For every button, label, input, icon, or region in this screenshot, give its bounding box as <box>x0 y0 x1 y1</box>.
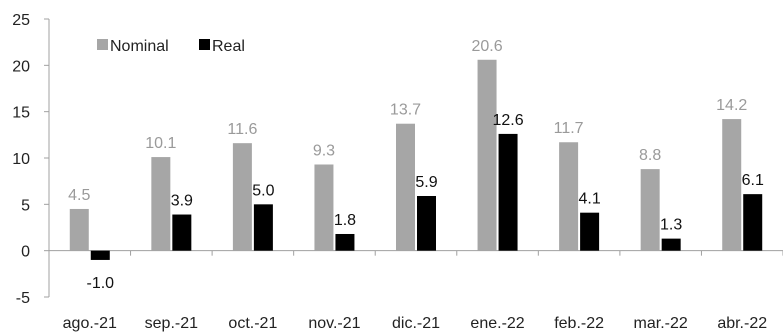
bar-nominal <box>314 164 334 251</box>
bar-nominal <box>559 142 579 251</box>
legend-swatch-nominal <box>97 39 108 50</box>
bar-nominal <box>722 119 742 251</box>
data-label-nominal: 11.6 <box>227 121 257 138</box>
bar-real <box>743 194 763 251</box>
data-label-real: 3.9 <box>171 193 193 210</box>
bar-real <box>335 233 355 251</box>
data-label-real: 1.3 <box>660 217 682 234</box>
y-tick-label: 0 <box>21 244 30 261</box>
data-label-real: 6.1 <box>742 172 764 189</box>
y-tick-label: 10 <box>12 151 30 168</box>
x-tick-label: oct.-21 <box>228 315 277 332</box>
legend: Nominal Real <box>97 38 245 55</box>
y-tick-label: 5 <box>21 197 30 214</box>
y-tick-label: 15 <box>12 105 30 122</box>
bar-real <box>253 204 273 251</box>
data-label-nominal: 13.7 <box>390 102 421 119</box>
y-tick-label: -5 <box>16 290 30 307</box>
x-tick-label: mar.-22 <box>634 315 688 332</box>
bar-real <box>580 212 600 251</box>
bar-nominal <box>396 123 415 251</box>
y-tick-label: 20 <box>12 58 30 75</box>
bar-nominal <box>640 169 660 251</box>
x-tick-label: dic.-21 <box>392 315 440 332</box>
x-tick-label: ene.-22 <box>470 315 524 332</box>
legend-label-real: Real <box>212 38 245 55</box>
data-label-real: 12.6 <box>492 112 523 129</box>
data-label-nominal: 10.1 <box>145 135 176 152</box>
data-label-real: 4.1 <box>578 191 600 208</box>
x-axis: ago.-21 sep.-21 oct.-21 nov.-21 dic.-21 ene.-… <box>48 250 783 332</box>
legend-swatch-real <box>199 39 210 50</box>
bar-real <box>661 238 681 251</box>
bar-nominal <box>477 59 497 251</box>
x-tick-label: abr.-22 <box>717 315 767 332</box>
data-label-nominal: 8.8 <box>639 147 661 164</box>
x-tick-label: sep.-21 <box>145 315 198 332</box>
bar-nominal <box>232 143 252 251</box>
data-label-nominal: 14.2 <box>716 97 747 114</box>
data-labels: 4.5 10.1 11.6 9.3 13.7 20.6 11.7 8.8 14.2 -1.0 3.9… <box>68 38 764 292</box>
bar-real <box>417 195 436 251</box>
data-label-nominal: 4.5 <box>68 187 90 204</box>
bar-nominal <box>151 157 171 251</box>
data-label-real: 5.9 <box>415 174 437 191</box>
bar-real <box>90 250 110 260</box>
x-tick-label: ago.-21 <box>63 315 117 332</box>
y-tick-label: 25 <box>12 12 30 29</box>
data-label-nominal: 9.3 <box>313 142 335 159</box>
data-label-nominal: 20.6 <box>471 38 502 55</box>
data-label-real: -1.0 <box>86 275 114 292</box>
x-tick-label: feb.-22 <box>554 315 604 332</box>
data-label-real: 5.0 <box>252 182 274 199</box>
bar-nominal <box>69 208 89 251</box>
bars <box>69 59 763 260</box>
legend-label-nominal: Nominal <box>110 38 169 55</box>
bar-real <box>172 214 192 251</box>
data-label-real: 1.8 <box>334 212 356 229</box>
bar-real <box>498 133 518 251</box>
x-tick-label: nov.-21 <box>308 315 360 332</box>
y-axis: -5 0 5 10 15 20 25 <box>12 12 50 307</box>
data-label-nominal: 11.7 <box>554 120 584 137</box>
